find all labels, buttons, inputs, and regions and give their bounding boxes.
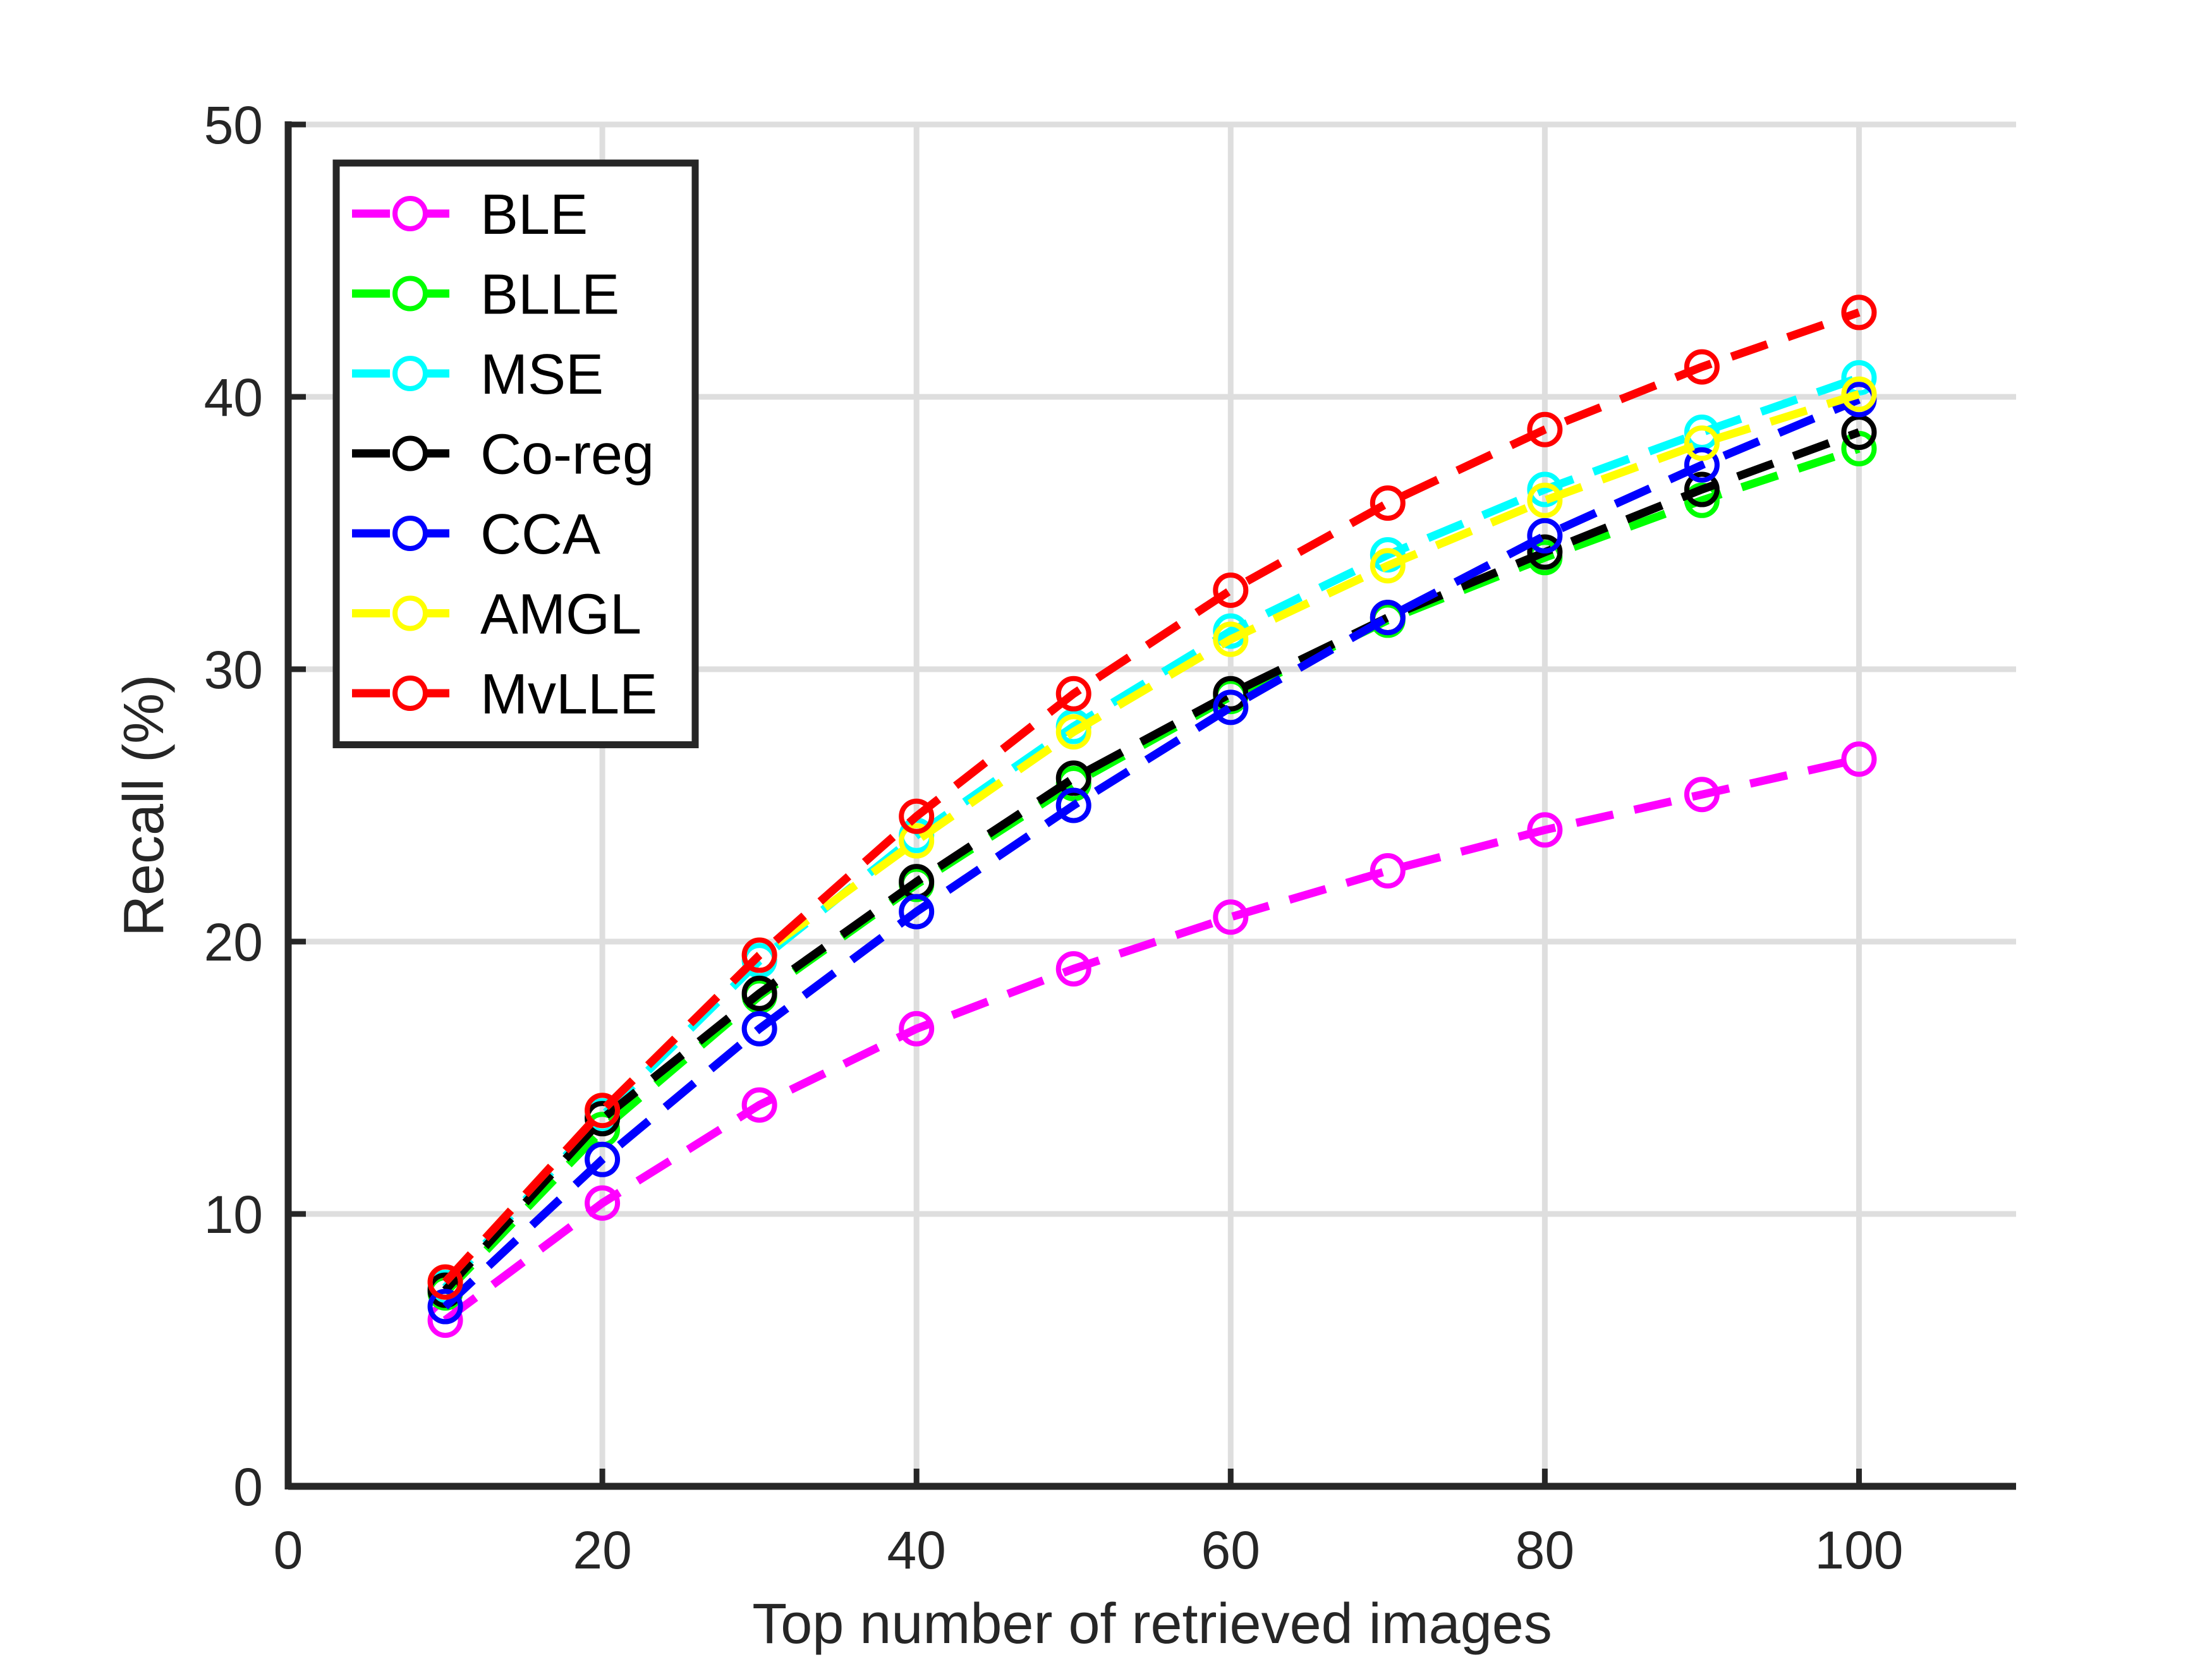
data-point	[1684, 471, 1720, 507]
y-tick-label: 40	[204, 368, 263, 427]
series-line	[442, 428, 1861, 1294]
data-point	[1213, 573, 1249, 609]
data-point	[899, 1010, 935, 1046]
series-mvlle	[427, 294, 1877, 1300]
data-point	[741, 1010, 777, 1046]
legend-label: CCA	[480, 503, 600, 566]
legend-item: AMGL	[352, 583, 641, 646]
data-point	[585, 1185, 621, 1221]
legend-marker	[392, 435, 428, 471]
data-point	[1370, 600, 1406, 636]
data-point	[1841, 360, 1877, 396]
x-tick-label: 100	[1814, 1520, 1903, 1580]
data-point	[1684, 447, 1720, 483]
data-point	[1055, 714, 1091, 750]
legend-item: MSE	[352, 343, 604, 406]
legend-item: MvLLE	[352, 663, 657, 726]
data-point	[1684, 425, 1720, 461]
data-point	[1370, 852, 1406, 889]
data-point	[585, 1093, 621, 1129]
data-point	[1055, 787, 1091, 823]
axes	[284, 121, 2016, 1490]
x-tick-label: 40	[887, 1520, 945, 1580]
data-point	[585, 1141, 621, 1177]
series-line	[442, 396, 1861, 1310]
y-tick-label: 50	[204, 95, 263, 155]
data-point	[1213, 676, 1249, 712]
legend-item: BLLE	[352, 264, 619, 327]
y-tick-label: 30	[204, 640, 263, 700]
legend-marker	[392, 516, 428, 551]
legend-label: AMGL	[480, 583, 641, 646]
data-point	[1527, 812, 1563, 848]
data-point	[427, 1289, 463, 1325]
legend-label: BLE	[480, 183, 588, 246]
y-tick-label: 20	[204, 913, 263, 972]
data-point	[1684, 349, 1720, 385]
data-point	[1370, 485, 1406, 521]
series-line	[442, 308, 1861, 1285]
grid	[288, 121, 2016, 1486]
data-point	[427, 1264, 463, 1300]
y-axis-label: Recall (%)	[112, 674, 176, 937]
legend-label: MSE	[480, 343, 604, 406]
legend-label: MvLLE	[480, 663, 657, 726]
x-tick-label: 60	[1201, 1520, 1260, 1580]
data-point	[1527, 518, 1563, 554]
legend-item: CCA	[352, 503, 600, 566]
legend-item: Co-reg	[352, 423, 654, 487]
legend-marker	[392, 595, 428, 631]
data-point	[899, 823, 935, 859]
data-point	[1684, 777, 1720, 813]
legend-box	[332, 159, 699, 748]
data-point	[1527, 471, 1563, 507]
legend-marker	[392, 676, 428, 711]
tick-labels: 0 20 40 60 80 100 0 10 20 30 40 50	[204, 95, 1904, 1580]
data-point	[1213, 621, 1249, 657]
data-point	[1055, 951, 1091, 987]
series-line	[442, 390, 1861, 1285]
data-point	[1841, 741, 1877, 777]
data-point	[741, 1087, 777, 1123]
legend-marker	[392, 196, 428, 231]
y-tick-label: 0	[233, 1457, 263, 1517]
series-line	[442, 755, 1860, 1324]
data-point	[1370, 548, 1406, 584]
data-point	[1527, 411, 1563, 447]
series-ble	[427, 741, 1877, 1338]
legend-marker	[392, 356, 428, 391]
legend-item: BLE	[352, 183, 588, 246]
data-point	[1213, 689, 1249, 725]
legend-marker	[392, 276, 428, 312]
data-point	[899, 894, 935, 930]
series-line	[442, 373, 1861, 1290]
data-point	[741, 937, 777, 973]
x-tick-label: 0	[274, 1520, 303, 1580]
data-point	[1527, 534, 1563, 570]
x-axis-label: Top number of retrieved images	[752, 1592, 1552, 1656]
data-point	[1527, 482, 1563, 518]
data-point	[1055, 760, 1091, 796]
data-point	[1213, 899, 1249, 935]
series-cca	[427, 382, 1877, 1325]
legend: BLE BLLE MSE Co-reg CCA AMGL MvLLE	[332, 159, 699, 748]
x-tick-label: 20	[573, 1520, 631, 1580]
y-tick-label: 10	[204, 1185, 263, 1244]
data-point	[1055, 676, 1091, 712]
legend-label: BLLE	[480, 264, 619, 327]
x-tick-label: 80	[1516, 1520, 1574, 1580]
data-point	[1841, 294, 1877, 331]
legend-label: Co-reg	[480, 423, 654, 487]
data-point	[741, 975, 777, 1011]
data-point	[1841, 376, 1877, 412]
series-group	[427, 294, 1877, 1338]
data-point	[899, 798, 935, 834]
